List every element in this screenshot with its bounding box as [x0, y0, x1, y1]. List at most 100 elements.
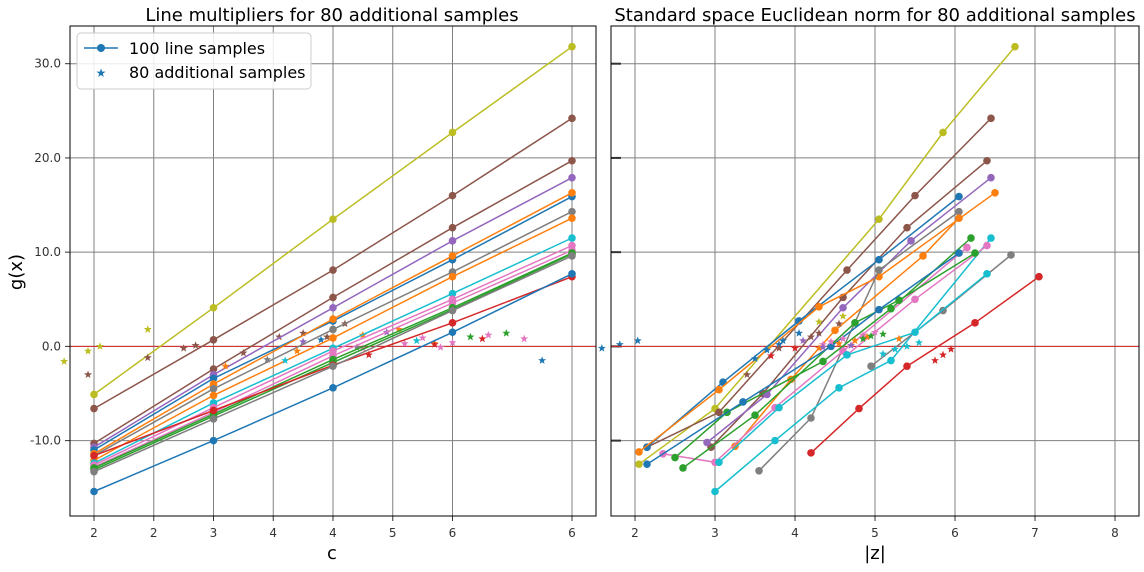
x-tick-label: 4 [329, 526, 337, 540]
right-line-sample-point [887, 356, 895, 365]
right-line-sample-point [903, 223, 911, 232]
right-line-sample-point [827, 342, 835, 351]
right-line-sample-point [983, 156, 991, 165]
right-line-sample-point [715, 458, 723, 467]
right-line-sample-point [807, 449, 815, 457]
x-tick-label: 3 [711, 526, 719, 540]
right-line-sample-point [875, 255, 883, 264]
right-line-sample-point [751, 411, 759, 419]
left-line-sample-point [448, 328, 457, 337]
right-line-sample-point [867, 362, 875, 370]
right-series-line [638, 192, 996, 453]
right-line-sample-point [907, 237, 915, 245]
right-additional-sample-star [743, 370, 751, 379]
right-line-sample-point [987, 234, 995, 242]
left-line-sample-point [209, 303, 218, 312]
right-line-sample-point [807, 414, 815, 422]
left-line-sample-point [568, 270, 576, 278]
left-line-sample-point [568, 114, 576, 123]
left-additional-sample-star [323, 332, 332, 341]
right-additional-sample-star [839, 312, 847, 320]
left-line-sample-point [568, 207, 576, 216]
right-line-sample-point [955, 214, 963, 223]
x-tick-label: 4 [791, 526, 799, 540]
right-line-sample-point [643, 443, 651, 452]
left-line-sample-point [209, 374, 218, 383]
left-line-sample-point [448, 252, 457, 260]
left-line-sample-point [568, 173, 576, 182]
x-tick-label: 6 [951, 526, 959, 540]
right-additional-sample-star [871, 328, 879, 336]
right-additional-sample-star [879, 349, 887, 358]
right-chart-title: Standard space Euclidean norm for 80 add… [614, 5, 1135, 26]
right-line-sample-point [1011, 42, 1019, 51]
right-additional-sample-star [767, 351, 775, 360]
right-line-sample-point [843, 266, 851, 274]
right-line-sample-point [991, 188, 999, 197]
left-line-sample-point [448, 223, 457, 232]
x-tick-label: 4 [269, 526, 277, 540]
x-tick-label: 2 [150, 526, 158, 540]
left-additional-sample-star [448, 338, 457, 347]
left-line-sample-point [568, 156, 576, 165]
y-tick-label: 30.0 [34, 57, 61, 71]
right-line-sample-point [887, 304, 895, 313]
left-line-sample-point [209, 391, 218, 400]
right-plot-area: 2 3 4 5 6 7 8 [610, 25, 1140, 540]
x-tick-label: 6 [449, 526, 457, 540]
right-additional-sample-star [863, 332, 871, 341]
left-additional-sample-star [633, 336, 642, 345]
right-additional-sample-star [795, 328, 803, 337]
right-line-sample-point [939, 128, 947, 137]
right-additional-sample-star [851, 336, 859, 345]
left-line-sample-point [329, 293, 337, 302]
left-line-sample-point [90, 487, 98, 496]
left-line-sample-point [90, 390, 98, 399]
left-additional-sample-star [418, 333, 427, 342]
left-additional-sample-star [84, 346, 93, 355]
right-series-line [714, 237, 992, 493]
right-line-sample-point [771, 436, 779, 445]
right-additional-sample-star [879, 329, 887, 338]
x-tick-label: 3 [210, 526, 218, 540]
right-additional-sample-star [835, 319, 843, 328]
right-additional-sample-star [903, 342, 911, 350]
left-additional-sample-star [84, 370, 93, 379]
left-additional-sample-star [430, 340, 439, 348]
right-line-sample-point [903, 362, 911, 370]
right-additional-sample-star [827, 337, 835, 346]
right-line-sample-point [987, 173, 995, 182]
left-additional-sample-star [364, 350, 373, 359]
left-additional-sample-star [394, 325, 403, 333]
left-additional-sample-star [317, 335, 326, 344]
y-axis-label: g(x) [6, 254, 27, 290]
left-line-sample-point [209, 365, 218, 373]
left-additional-sample-star [358, 344, 367, 352]
legend-box [76, 32, 312, 90]
left-additional-sample-star [143, 353, 152, 362]
right-line-sample-point [875, 215, 883, 223]
left-additional-sample-star [179, 344, 188, 352]
left-additional-sample-star [412, 336, 421, 345]
right-line-sample-point [911, 328, 919, 337]
left-additional-sample-star [60, 357, 69, 365]
left-additional-sample-star [466, 332, 475, 341]
right-additional-sample-star [819, 343, 827, 351]
right-line-sample-point [715, 408, 723, 417]
right-additional-sample-star [891, 345, 899, 353]
right-additional-sample-star [835, 339, 843, 347]
plot-frame [610, 25, 1140, 517]
x-tick-label: 8 [1111, 526, 1119, 540]
right-series-line [646, 117, 992, 448]
y-tick-label: 20.0 [34, 151, 61, 165]
right-line-sample-point [983, 241, 991, 250]
right-line-sample-point [635, 448, 643, 456]
right-additional-sample-star [839, 334, 847, 343]
left-line-sample-point [329, 362, 337, 370]
left-additional-sample-star [281, 356, 290, 364]
right-additional-sample-star [815, 344, 823, 352]
right-line-sample-point [967, 234, 975, 242]
left-line-sample-point [448, 289, 457, 298]
x-tick-label: 7 [1031, 526, 1039, 540]
